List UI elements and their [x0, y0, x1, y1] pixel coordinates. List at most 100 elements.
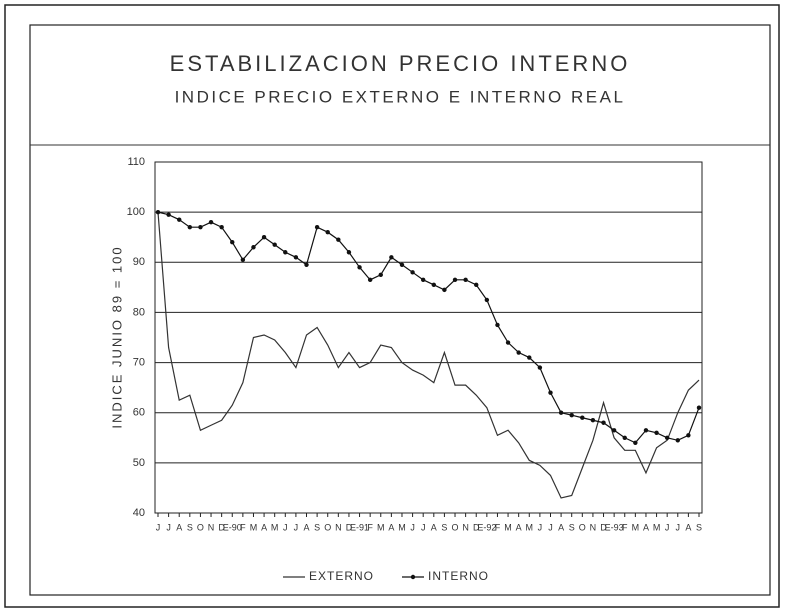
- marker: [484, 297, 490, 303]
- x-tick-label: M: [504, 522, 512, 532]
- y-axis-label: INDICE JUNIO 89 = 100: [109, 245, 124, 428]
- marker: [261, 235, 267, 240]
- x-tick-label: S: [441, 522, 447, 532]
- x-tick-label: A: [431, 522, 437, 532]
- x-tick-label: E-90: [223, 522, 242, 532]
- y-tick-label: 50: [133, 457, 145, 469]
- marker: [314, 224, 320, 230]
- marker: [664, 435, 670, 440]
- x-tick-label: N: [208, 522, 215, 532]
- marker: [251, 245, 256, 250]
- marker: [325, 230, 330, 235]
- marker: [601, 420, 606, 425]
- x-tick-label: D: [600, 522, 607, 532]
- series-line: [157, 211, 700, 444]
- x-tick-label: A: [176, 522, 182, 532]
- marker: [643, 428, 649, 433]
- marker: [675, 438, 680, 443]
- marker: [452, 277, 458, 283]
- marker: [654, 430, 659, 435]
- inner-frame: [29, 24, 771, 596]
- y-tick-label: 90: [133, 256, 145, 268]
- x-tick-label: F: [622, 522, 628, 532]
- x-tick-label: N: [462, 522, 469, 532]
- marker: [272, 242, 277, 247]
- x-tick-label: A: [516, 522, 522, 532]
- marker: [622, 435, 627, 440]
- y-tick-label: 60: [133, 407, 145, 419]
- marker: [293, 255, 299, 260]
- y-tick-label: 100: [127, 206, 145, 218]
- chart-subtitle: INDICE PRECIO EXTERNO E INTERNO REAL: [175, 87, 626, 106]
- plot-area: [154, 161, 703, 514]
- marker: [463, 277, 468, 283]
- marker: [230, 240, 235, 245]
- marker: [686, 433, 691, 438]
- marker: [177, 217, 182, 222]
- x-tick-label: D: [346, 522, 353, 532]
- x-tick-label: J: [283, 522, 288, 532]
- legend-label: EXTERNO: [309, 569, 374, 583]
- x-tick-label: E-93: [605, 522, 624, 532]
- marker: [240, 257, 246, 262]
- x-tick-label: F: [240, 522, 246, 532]
- x-tick-label: J: [548, 522, 553, 532]
- marker: [580, 415, 585, 420]
- x-tick-label: A: [558, 522, 564, 532]
- x-tick-label: E-91: [350, 522, 369, 532]
- marker: [367, 277, 373, 283]
- chart-title: ESTABILIZACION PRECIO INTERNO: [170, 51, 631, 76]
- x-tick-label: S: [187, 522, 193, 532]
- marker: [155, 209, 161, 215]
- x-tick-label: J: [294, 522, 299, 532]
- marker: [495, 322, 500, 328]
- x-tick-label: O: [197, 522, 204, 532]
- x-tick-label: J: [421, 522, 426, 532]
- marker: [399, 262, 405, 267]
- marker: [537, 365, 543, 370]
- x-tick-label: J: [538, 522, 543, 532]
- marker: [346, 250, 352, 255]
- marker: [633, 440, 638, 445]
- marker: [474, 282, 479, 288]
- legend-label: INTERNO: [428, 569, 489, 583]
- marker: [548, 390, 553, 395]
- x-tick-label: F: [495, 522, 501, 532]
- marker: [357, 265, 362, 270]
- marker: [378, 272, 383, 278]
- marker: [611, 428, 617, 433]
- x-tick-label: J: [676, 522, 681, 532]
- marker: [336, 237, 341, 242]
- y-tick-label: 40: [133, 507, 145, 519]
- marker: [389, 255, 394, 260]
- x-tick-label: O: [452, 522, 459, 532]
- series-line: [157, 212, 700, 499]
- x-tick-label: N: [590, 522, 597, 532]
- marker: [431, 282, 437, 288]
- x-tick-label: S: [696, 522, 702, 532]
- y-tick-label: 80: [133, 306, 145, 318]
- marker: [208, 219, 214, 225]
- marker: [198, 224, 203, 230]
- marker: [558, 410, 564, 415]
- x-tick-label: A: [304, 522, 310, 532]
- x-tick-label: M: [632, 522, 640, 532]
- y-tick-label: 70: [133, 356, 145, 368]
- x-tick-label: M: [398, 522, 406, 532]
- x-tick-label: S: [314, 522, 320, 532]
- x-tick-label: A: [388, 522, 394, 532]
- x-tick-label: J: [665, 522, 670, 532]
- x-tick-label: D: [473, 522, 480, 532]
- x-tick-label: O: [324, 522, 331, 532]
- x-tick-label: J: [166, 522, 171, 532]
- x-tick-label: M: [653, 522, 661, 532]
- x-tick-label: N: [335, 522, 342, 532]
- x-tick-label: M: [250, 522, 258, 532]
- x-tick-label: A: [261, 522, 267, 532]
- marker: [569, 413, 574, 418]
- marker: [187, 224, 193, 230]
- marker: [516, 350, 521, 355]
- marker: [420, 277, 426, 283]
- outer-frame: [4, 4, 780, 608]
